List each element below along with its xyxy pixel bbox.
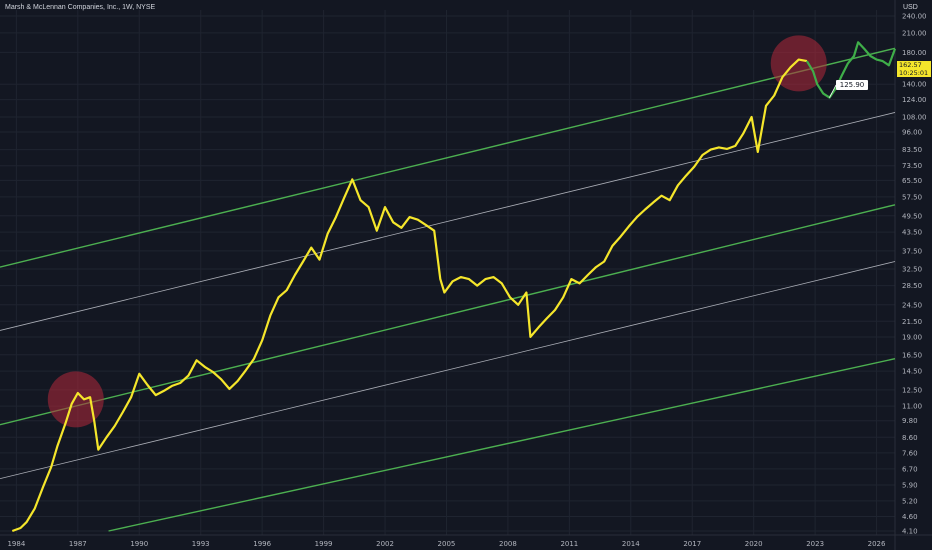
y-tick-label: 12.50 — [902, 386, 922, 394]
currency-label: USD — [903, 4, 918, 11]
x-tick-label: 2011 — [560, 540, 578, 548]
highlight-circle — [47, 371, 104, 428]
highlight-circle — [770, 35, 827, 92]
y-tick-label: 21.50 — [902, 318, 922, 326]
y-tick-label: 9.80 — [902, 417, 918, 425]
x-tick-label: 2017 — [683, 540, 701, 548]
y-tick-label: 11.00 — [902, 403, 922, 411]
y-tick-label: 7.60 — [902, 449, 918, 457]
x-tick-label: 1990 — [130, 540, 148, 548]
current-price: 162.57 — [899, 61, 922, 69]
y-tick-label: 37.50 — [902, 247, 922, 255]
x-tick-label: 1987 — [69, 540, 87, 548]
y-tick-label: 57.50 — [902, 193, 922, 201]
channel-line-white — [0, 112, 896, 331]
channel-line-white — [0, 261, 896, 480]
y-tick-label: 65.50 — [902, 177, 922, 185]
y-tick-label: 140.00 — [902, 81, 927, 89]
y-tick-label: 6.70 — [902, 465, 918, 473]
price-series-line — [11, 58, 808, 533]
y-tick-label: 5.90 — [902, 481, 918, 489]
y-tick-label: 43.50 — [902, 229, 922, 237]
y-tick-label: 14.50 — [902, 368, 922, 376]
y-tick-label: 5.20 — [902, 497, 918, 505]
y-tick-label: 19.00 — [902, 333, 922, 341]
channel-line-green — [0, 47, 896, 268]
y-tick-label: 16.50 — [902, 351, 922, 359]
y-tick-label: 96.00 — [902, 128, 922, 136]
y-tick-label: 180.00 — [902, 49, 927, 57]
x-tick-label: 2014 — [622, 540, 640, 548]
y-tick-label: 83.50 — [902, 146, 922, 154]
y-tick-label: 240.00 — [902, 13, 927, 21]
channel-line-green — [108, 358, 896, 532]
x-tick-label: 2020 — [745, 540, 763, 548]
x-tick-label: 1996 — [253, 540, 271, 548]
y-tick-label: 24.50 — [902, 301, 922, 309]
y-tick-label: 210.00 — [902, 29, 927, 37]
x-tick-label: 1984 — [7, 540, 25, 548]
x-tick-label: 1993 — [192, 540, 210, 548]
y-tick-label: 8.60 — [902, 434, 918, 442]
y-tick-label: 49.50 — [902, 212, 922, 220]
projection-series-line — [805, 41, 897, 99]
low-annotation-label: 125.90 — [836, 80, 868, 90]
current-price-badge: 162.57 10:25:01 — [897, 61, 931, 77]
annotation-pointer — [829, 84, 837, 98]
y-tick-label: 32.50 — [902, 266, 922, 274]
bar-countdown: 10:25:01 — [899, 69, 929, 77]
y-tick-label: 4.60 — [902, 513, 918, 521]
x-tick-label: 2023 — [806, 540, 824, 548]
x-tick-label: 2005 — [438, 540, 456, 548]
y-tick-label: 73.50 — [902, 162, 922, 170]
y-tick-label: 108.00 — [902, 114, 927, 122]
x-tick-label: 2026 — [868, 540, 886, 548]
y-tick-label: 124.00 — [902, 96, 927, 104]
y-tick-label: 4.10 — [902, 528, 918, 536]
chart-title: Marsh & McLennan Companies, Inc., 1W, NY… — [5, 4, 156, 11]
y-tick-label: 28.50 — [902, 282, 922, 290]
x-tick-label: 1999 — [315, 540, 333, 548]
x-tick-label: 2002 — [376, 540, 394, 548]
x-tick-label: 2008 — [499, 540, 517, 548]
